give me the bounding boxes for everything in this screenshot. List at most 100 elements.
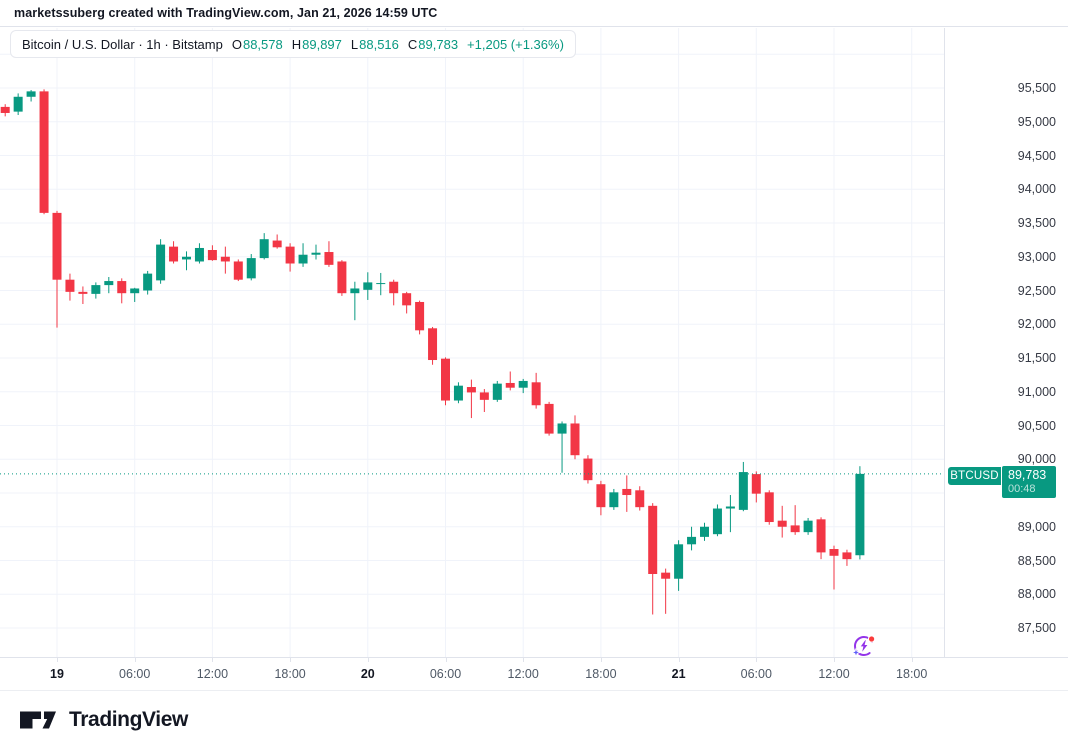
tradingview-logo[interactable]: TradingView bbox=[20, 708, 188, 732]
candle-body bbox=[479, 392, 489, 400]
time-axis-tick bbox=[523, 658, 525, 662]
candle-body bbox=[428, 328, 438, 361]
candle-body bbox=[803, 520, 813, 533]
candle-body bbox=[441, 358, 450, 401]
candle-body bbox=[466, 387, 476, 393]
price-axis-label: 90,500 bbox=[1017, 418, 1056, 433]
last-price-value: 89,783 bbox=[1008, 467, 1047, 482]
time-axis-label: 18:00 bbox=[274, 667, 306, 681]
candle-body bbox=[169, 246, 179, 262]
price-axis-label: 91,500 bbox=[1017, 351, 1056, 365]
candle-body bbox=[311, 252, 321, 255]
price-axis-label: 90,000 bbox=[1017, 452, 1056, 467]
footer: TradingView bbox=[0, 690, 1068, 749]
last-price-symbol-chip: BTCUSD bbox=[948, 466, 1001, 485]
candlestick-chart[interactable] bbox=[0, 28, 1068, 657]
candle-body bbox=[622, 488, 632, 496]
candle-body bbox=[635, 490, 645, 508]
time-axis-tick bbox=[367, 658, 369, 662]
time-axis-label: 06:00 bbox=[119, 667, 151, 681]
time-axis-tick bbox=[445, 658, 447, 662]
time-axis-tick bbox=[756, 658, 758, 662]
time-axis-label: 06:00 bbox=[740, 667, 772, 681]
price-axis-label: 93,000 bbox=[1017, 249, 1056, 264]
candle-body bbox=[78, 291, 88, 294]
candle-body bbox=[453, 385, 463, 401]
candle-body bbox=[104, 281, 114, 286]
price-axis-label: 92,000 bbox=[1017, 317, 1056, 332]
candle-body bbox=[492, 383, 502, 400]
time-axis-tick bbox=[57, 658, 58, 662]
ohlc-low: L 88,516 bbox=[350, 36, 399, 52]
candle-body bbox=[751, 474, 761, 494]
bar-countdown: 00:48 bbox=[1008, 482, 1036, 495]
time-axis-label: 12:00 bbox=[196, 667, 229, 681]
time-axis-tick bbox=[212, 658, 214, 662]
candle-body bbox=[156, 244, 166, 281]
candle-body bbox=[738, 472, 748, 510]
candle-body bbox=[764, 492, 774, 523]
candle-body bbox=[531, 382, 541, 406]
sparkle-icon bbox=[850, 647, 862, 658]
time-axis-label: 18:00 bbox=[585, 667, 617, 681]
candle-body bbox=[233, 261, 243, 280]
candle-body bbox=[363, 282, 373, 290]
candle-body bbox=[259, 239, 269, 259]
time-axis-tick bbox=[834, 658, 835, 662]
candle-body bbox=[182, 256, 191, 260]
time-axis-tick bbox=[678, 658, 680, 662]
candle-body bbox=[842, 552, 852, 560]
candle-body bbox=[518, 380, 528, 388]
price-axis-label: 91,000 bbox=[1017, 384, 1056, 399]
price-axis-label: 95,500 bbox=[1017, 81, 1056, 95]
time-axis-tick bbox=[911, 658, 913, 662]
time-axis-label: 19 bbox=[50, 667, 64, 681]
candle-body bbox=[583, 458, 593, 481]
lightning-bolt-icon bbox=[860, 640, 868, 652]
notification-dot-icon bbox=[867, 635, 876, 643]
candle-body bbox=[65, 279, 75, 292]
candle-body bbox=[544, 403, 554, 434]
attribution-text: marketssuberg created with TradingView.c… bbox=[14, 6, 438, 20]
time-axis-label: 21 bbox=[671, 667, 686, 681]
candle-body bbox=[13, 96, 23, 112]
time-axis[interactable]: 19 06:00 12:00 18:00 20 06:00 12:00 18:00 21 06:0… bbox=[0, 657, 1068, 690]
candle-body bbox=[790, 525, 800, 533]
price-axis-label: 88,000 bbox=[1017, 587, 1056, 602]
tradingview-logo-icon bbox=[20, 711, 56, 728]
price-axis-label: 94,500 bbox=[1017, 148, 1056, 163]
candle-body bbox=[596, 484, 606, 508]
candle-body bbox=[207, 250, 217, 261]
candle-body bbox=[816, 519, 826, 553]
price-axis-label: 88,500 bbox=[1017, 553, 1056, 568]
candle-body bbox=[143, 273, 153, 291]
time-axis-label: 06:00 bbox=[429, 667, 462, 681]
candle-body bbox=[52, 212, 62, 280]
price-axis-label: 89,000 bbox=[1017, 519, 1056, 534]
candle-body bbox=[777, 520, 787, 527]
candle-body bbox=[39, 91, 49, 213]
candle-body bbox=[117, 281, 127, 294]
price-change: +1,205 (+1.36%) bbox=[467, 36, 564, 52]
candle-body bbox=[91, 285, 101, 294]
candle-body bbox=[337, 261, 347, 294]
time-axis-tick bbox=[600, 658, 602, 662]
candle-body bbox=[130, 288, 140, 294]
time-axis-tick bbox=[134, 658, 136, 662]
ai-refresh-icon[interactable] bbox=[850, 632, 878, 660]
candle-body bbox=[402, 293, 412, 306]
price-axis-label: 95,000 bbox=[1017, 114, 1056, 129]
time-axis-label: 12:00 bbox=[507, 667, 539, 681]
price-axis[interactable]: 95,500 95,000 94,500 94,000 93,500 93,000 92,5… bbox=[944, 28, 1068, 657]
candle-body bbox=[0, 106, 10, 113]
refresh-circle-icon bbox=[854, 636, 874, 656]
candle-body bbox=[324, 252, 334, 265]
candle-body bbox=[389, 281, 399, 294]
candle-body bbox=[298, 254, 308, 264]
ohlc-close: C 89,783 bbox=[407, 36, 459, 52]
price-axis-label: 92,500 bbox=[1017, 283, 1056, 298]
candle-body bbox=[505, 382, 515, 388]
last-price-label: 89,783 00:48 bbox=[1002, 465, 1056, 498]
